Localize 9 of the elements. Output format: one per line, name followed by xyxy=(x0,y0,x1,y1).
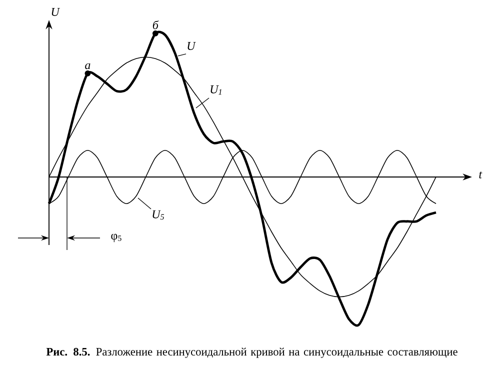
y-axis-title: U xyxy=(52,8,60,16)
annotation: б xyxy=(152,20,159,30)
legend-label: U$_{5}$ xyxy=(152,210,164,220)
series-label: U xyxy=(188,42,196,50)
x-axis-title: t xyxy=(479,172,482,178)
text: Рис. 8.5. Разложение несинусоидальной кривой на синусоидальные составляющие xyxy=(46,348,458,358)
annotation: а xyxy=(85,63,90,70)
annotation: φ$_{5}$ xyxy=(111,234,122,242)
series-label: U$_{1}$ xyxy=(210,85,222,95)
